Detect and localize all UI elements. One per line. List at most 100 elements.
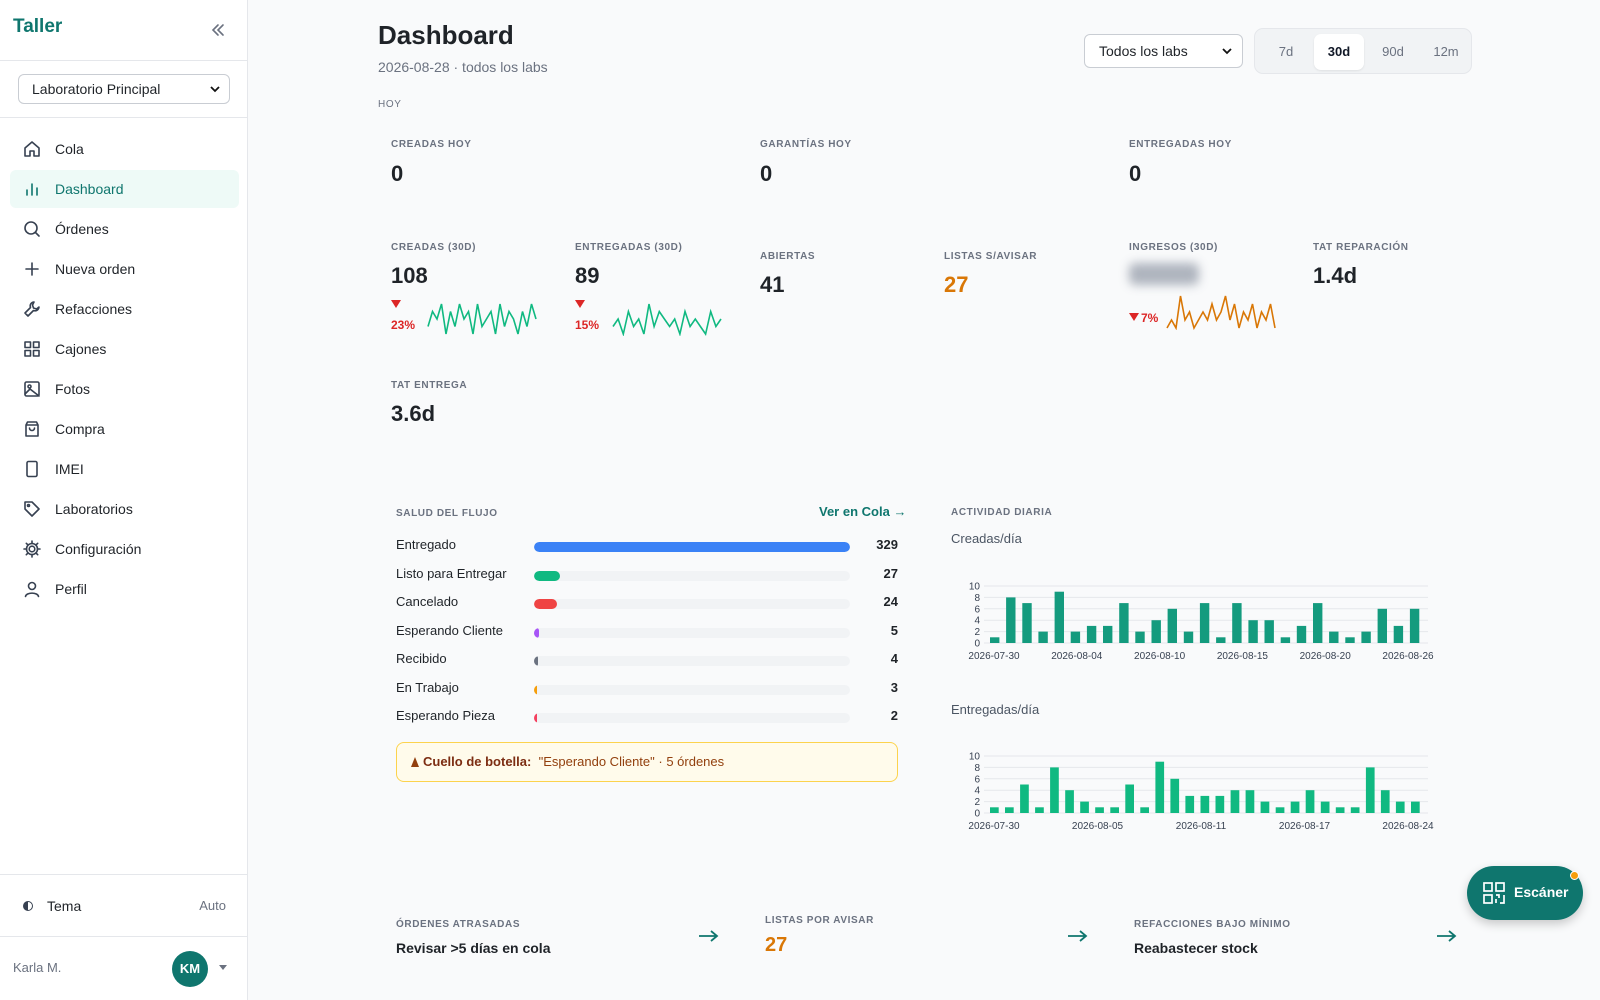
caret-down-icon[interactable] <box>219 965 227 970</box>
theme-toggle[interactable]: Tema Auto <box>0 874 248 937</box>
qr-code-icon <box>1483 882 1505 904</box>
sidebar-item-compra[interactable]: Compra <box>10 410 239 448</box>
grid-icon <box>22 339 42 359</box>
avatar[interactable]: KM <box>172 951 208 987</box>
range-90d-button[interactable]: 90d <box>1382 44 1404 59</box>
arrow-right-icon[interactable] <box>1436 929 1458 943</box>
theme-label: Tema <box>47 898 82 914</box>
chart-bar <box>1329 631 1339 643</box>
sidebar-item-configuracion[interactable]: Configuración <box>10 530 239 568</box>
labs-filter-select[interactable]: Todos los labs <box>1084 34 1243 68</box>
chart-bar <box>1200 795 1210 813</box>
sidebar-item-dashboard[interactable]: Dashboard <box>10 170 239 208</box>
x-tick-label: 2026-07-30 <box>968 821 1020 832</box>
x-tick-label: 2026-08-11 <box>1176 821 1227 832</box>
kpi-value: 41 <box>760 272 785 297</box>
x-tick-label: 2026-08-04 <box>1051 651 1103 662</box>
kpi-value: 1.4d <box>1313 263 1358 288</box>
flow-row: Entregado 329 <box>396 535 898 557</box>
view-queue-link[interactable]: Ver en Cola → <box>819 504 906 519</box>
x-tick-label: 2026-08-17 <box>1279 821 1331 832</box>
gear-icon <box>22 539 42 559</box>
chart-bar <box>990 637 1000 643</box>
kpi-value: 3.6d <box>391 401 436 426</box>
sidebar-item-ordenes[interactable]: Órdenes <box>10 210 239 248</box>
chart-bar <box>1054 591 1064 643</box>
flow-bar-track <box>534 684 850 695</box>
x-tick-label: 2026-08-26 <box>1382 651 1434 662</box>
scanner-button[interactable]: Escáner <box>1467 866 1583 920</box>
flow-row: Esperando Pieza 2 <box>396 706 898 728</box>
flow-bar-track <box>534 656 850 666</box>
user-icon <box>22 579 42 599</box>
arrow-right-icon[interactable] <box>698 929 720 943</box>
sidebar-item-label: Compra <box>55 421 105 437</box>
sidebar-item-label: Perfil <box>55 581 87 597</box>
chart-bar <box>1215 795 1225 813</box>
x-tick-label: 2026-08-10 <box>1134 651 1186 662</box>
sidebar-item-label: IMEI <box>55 461 84 477</box>
section-label-today: HOY <box>378 99 402 110</box>
chart-bar <box>1065 790 1074 813</box>
plus-icon <box>22 259 42 279</box>
chart-bar <box>1305 790 1315 813</box>
chart-bar <box>1296 625 1307 643</box>
collapse-sidebar-icon[interactable] <box>208 20 228 40</box>
income-value-hidden <box>1129 263 1199 285</box>
lab-select[interactable]: Laboratorio Principal <box>18 74 230 104</box>
flow-row-label: Esperando Cliente <box>396 622 503 638</box>
range-30d-button[interactable]: 30d <box>1314 34 1364 70</box>
chart-bar <box>1080 801 1089 813</box>
sidebar-item-nueva-orden[interactable]: Nueva orden <box>10 250 239 288</box>
range-7d-button[interactable]: 7d <box>1278 44 1294 59</box>
sidebar-item-label: Nueva orden <box>55 261 136 277</box>
trend-down-icon <box>391 300 401 308</box>
card-label: REFACCIONES BAJO MÍNIMO <box>1134 919 1291 930</box>
flow-title: SALUD DEL FLUJO <box>396 508 498 519</box>
flow-row-count: 2 <box>890 708 898 723</box>
trend-down-icon <box>1129 313 1139 321</box>
theme-value: Auto <box>199 898 226 913</box>
chart-bar <box>1365 767 1375 813</box>
flow-row: Cancelado 24 <box>396 592 898 614</box>
flow-row-count: 5 <box>890 622 898 638</box>
x-tick-label: 2026-08-24 <box>1382 821 1434 832</box>
lab-select-value: Laboratorio Principal <box>32 81 161 97</box>
search-icon <box>22 219 42 239</box>
sidebar-item-fotos[interactable]: Fotos <box>10 370 239 408</box>
flow-row-count: 329 <box>876 537 898 552</box>
bottleneck-alert: Cuello de botella: "Esperando Cliente" ·… <box>396 742 898 782</box>
lab-selector-row: Laboratorio Principal <box>0 61 247 118</box>
chart-bar <box>1155 761 1165 813</box>
flow-row: Esperando Cliente 5 <box>396 621 898 643</box>
chart-subtitle: Creadas/día <box>951 531 1022 546</box>
flow-bar-fill <box>534 627 539 638</box>
range-12m-button[interactable]: 12m <box>1433 44 1459 59</box>
sidebar-item-refacciones[interactable]: Refacciones <box>10 290 239 328</box>
sidebar-item-imei[interactable]: IMEI <box>10 450 239 488</box>
chart-bar <box>1264 620 1274 643</box>
sidebar-item-laboratorios[interactable]: Laboratorios <box>10 490 239 528</box>
flow-bar-track <box>534 542 850 552</box>
kpi-label: GARANTÍAS HOY <box>760 139 852 150</box>
chart-bar <box>1020 784 1029 813</box>
chart-bar <box>1140 807 1149 813</box>
sidebar-item-label: Laboratorios <box>55 501 133 517</box>
sidebar-item-cola[interactable]: Cola <box>10 130 239 168</box>
kpi-value: 27 <box>944 272 969 297</box>
sidebar-item-label: Refacciones <box>55 301 133 317</box>
kpi-label: LISTAS S/AVISAR <box>944 251 1038 262</box>
y-tick-label: 10 <box>969 752 981 763</box>
sidebar-item-label: Órdenes <box>55 221 109 237</box>
kpi-label: TAT REPARACIÓN <box>1313 242 1409 253</box>
chart-bar <box>1050 767 1059 813</box>
home-icon <box>22 139 42 159</box>
chevron-down-icon <box>1222 48 1232 55</box>
sparkline-income <box>1166 295 1276 330</box>
sidebar-item-cajones[interactable]: Cajones <box>10 330 239 368</box>
sparkline-path <box>1166 295 1276 330</box>
arrow-right-icon[interactable] <box>1067 929 1089 943</box>
sidebar-item-perfil[interactable]: Perfil <box>10 570 239 608</box>
sparkline-delivered <box>612 303 722 336</box>
chart-bar <box>1411 801 1420 813</box>
